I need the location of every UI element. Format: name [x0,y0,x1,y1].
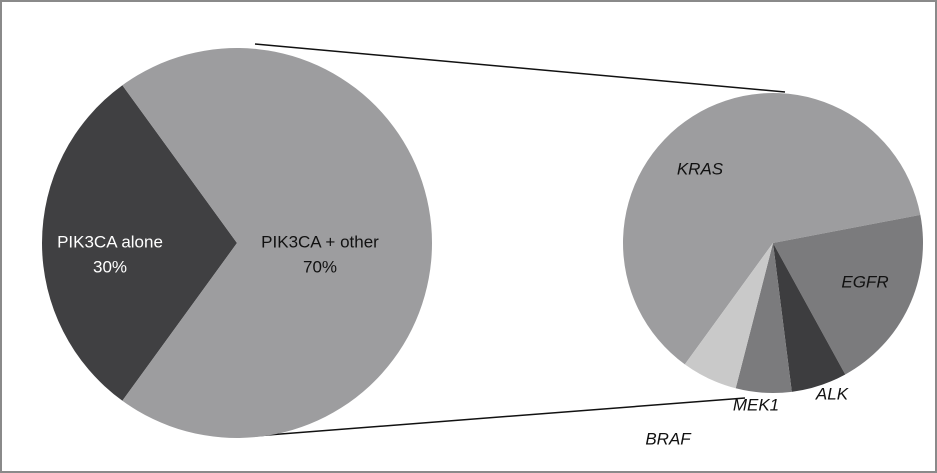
connector [254,43,786,93]
pie-slice [773,243,846,392]
pie-slice [735,243,792,393]
slice-label: PIK3CA alone [57,232,163,251]
slice-label: BRAF [645,429,692,448]
pie-slice [42,85,237,401]
slice-label: ALK [815,384,849,403]
slice-label: KRAS [677,159,724,178]
slice-label: PIK3CA + other [261,232,379,251]
pie-slice [773,214,923,375]
value-label: 70% [303,257,337,276]
value-label: 30% [93,257,127,276]
pie-slice [622,92,921,365]
slice-label: EGFR [841,272,888,291]
slice-label: MEK1 [733,395,779,414]
pie-slice [122,47,433,439]
pie-slice [684,243,773,389]
connector [254,397,746,437]
